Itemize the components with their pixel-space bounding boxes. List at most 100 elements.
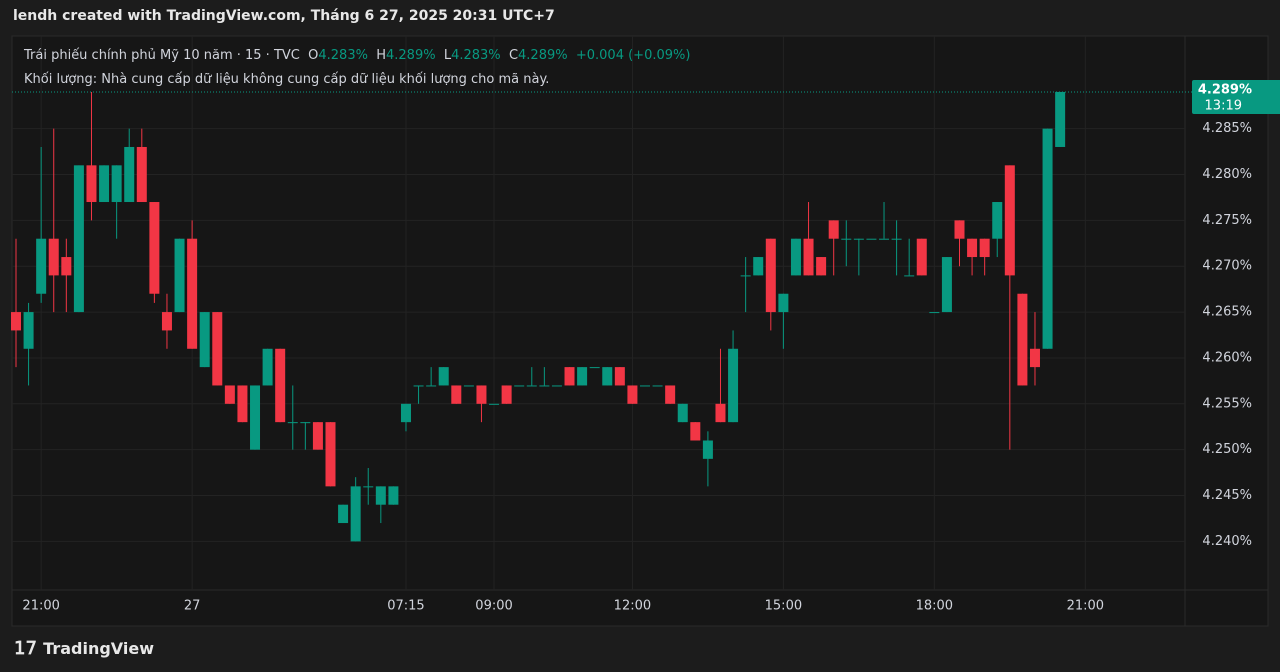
price-tag-label: 4.289%: [1198, 82, 1252, 97]
y-tick-label: 4.240%: [1202, 534, 1252, 549]
candle-body: [489, 403, 500, 405]
y-tick-label: 4.280%: [1202, 167, 1252, 182]
candle-body: [136, 146, 147, 203]
candle-body: [728, 348, 739, 423]
ohlc-value: 4.283%: [451, 48, 501, 63]
candle-body: [149, 202, 160, 294]
candle-body: [73, 165, 84, 313]
header-title: lendh created with TradingView.com, Thán…: [13, 8, 555, 24]
candle-body: [463, 385, 474, 387]
candle-body: [451, 385, 462, 404]
candle-body: [816, 257, 827, 276]
candle-body: [187, 238, 198, 349]
candle-body: [501, 385, 512, 404]
candle-body: [790, 238, 801, 276]
candle-body: [212, 312, 223, 386]
candle-body: [23, 312, 34, 349]
countdown: 13:19: [1205, 98, 1242, 113]
candle-body: [1017, 293, 1028, 386]
x-tick-label: 12:00: [614, 599, 651, 614]
x-tick-label: 21:00: [22, 599, 59, 614]
candle-body: [753, 257, 764, 276]
candle-body: [111, 165, 122, 203]
candle-body: [350, 486, 361, 542]
x-tick-label: 18:00: [916, 599, 953, 614]
candle-body: [514, 385, 525, 387]
y-tick-label: 4.275%: [1202, 213, 1252, 228]
y-tick-label: 4.270%: [1202, 259, 1252, 274]
candle-body: [287, 422, 298, 424]
ohlc-key: L: [443, 48, 452, 63]
candle-body: [426, 385, 437, 387]
candle-body: [338, 504, 349, 524]
y-tick-label: 4.250%: [1202, 442, 1252, 457]
candle-body: [375, 486, 386, 505]
candle-body: [174, 238, 185, 313]
candle-body: [954, 220, 965, 239]
candle-body: [803, 238, 814, 276]
candle-body: [652, 385, 663, 387]
candle-body: [539, 385, 550, 387]
y-tick-label: 4.245%: [1202, 488, 1252, 503]
candle-body: [904, 275, 915, 277]
candle-body: [778, 293, 789, 313]
candle-body: [476, 385, 487, 404]
price-tag: [1192, 79, 1280, 114]
candle-body: [48, 238, 59, 276]
y-tick-label: 4.265%: [1202, 305, 1252, 320]
candle-body: [86, 165, 97, 203]
candle-body: [929, 312, 940, 314]
x-tick-label: 21:00: [1067, 599, 1104, 614]
candle-body: [237, 385, 248, 423]
candle-body: [702, 440, 713, 459]
candle-body: [312, 422, 323, 450]
candle-body: [602, 367, 613, 386]
candle-body: [388, 486, 399, 505]
x-tick-label: 15:00: [765, 599, 802, 614]
candle-body: [640, 385, 650, 387]
candle-body: [250, 385, 261, 450]
ohlc-value: 4.289%: [518, 48, 568, 63]
legend-line: Trái phiếu chính phủ Mỹ 10 năm · 15 · TV…: [24, 48, 690, 63]
candle-body: [275, 348, 286, 423]
candle-body: [891, 238, 902, 240]
candle-body: [551, 385, 562, 387]
candle-body: [1042, 128, 1053, 349]
symbol: Trái phiếu chính phủ Mỹ 10 năm · 15 · TV…: [24, 48, 300, 63]
ohlc-value: 4.289%: [386, 48, 436, 63]
candle-body: [325, 422, 336, 487]
candle-body: [11, 312, 21, 331]
ohlc-key: O: [308, 48, 319, 63]
candle-body: [765, 238, 776, 313]
candle-body: [979, 238, 990, 258]
candle-body: [363, 486, 374, 488]
y-tick-label: 4.285%: [1202, 121, 1252, 136]
candle-body: [577, 367, 588, 386]
candle-body: [916, 238, 927, 276]
y-tick-label: 4.255%: [1202, 396, 1252, 411]
brand: TradingView: [43, 639, 155, 658]
candle-body: [564, 367, 575, 386]
ohlc-value: 4.283%: [318, 48, 368, 63]
candle-body: [1004, 165, 1015, 276]
candle-body: [1029, 348, 1040, 368]
candle-body: [841, 238, 852, 240]
candle-body: [740, 275, 751, 277]
candle-body: [99, 165, 110, 203]
candle-body: [665, 385, 676, 404]
change: +0.004 (+0.09%): [575, 48, 691, 63]
candle-body: [627, 385, 638, 404]
candle-body: [36, 238, 47, 294]
ohlc-key: H: [376, 48, 386, 63]
candle-body: [677, 403, 688, 423]
candle-body: [715, 403, 726, 423]
footer-brand: 𝟣𝟩 TradingView: [14, 638, 155, 659]
candle-body: [526, 385, 537, 387]
y-tick-label: 4.260%: [1202, 350, 1252, 365]
candle-body: [199, 312, 210, 368]
candle-body: [879, 238, 890, 240]
candle-body: [941, 257, 952, 313]
x-tick-label: 07:15: [387, 599, 424, 614]
